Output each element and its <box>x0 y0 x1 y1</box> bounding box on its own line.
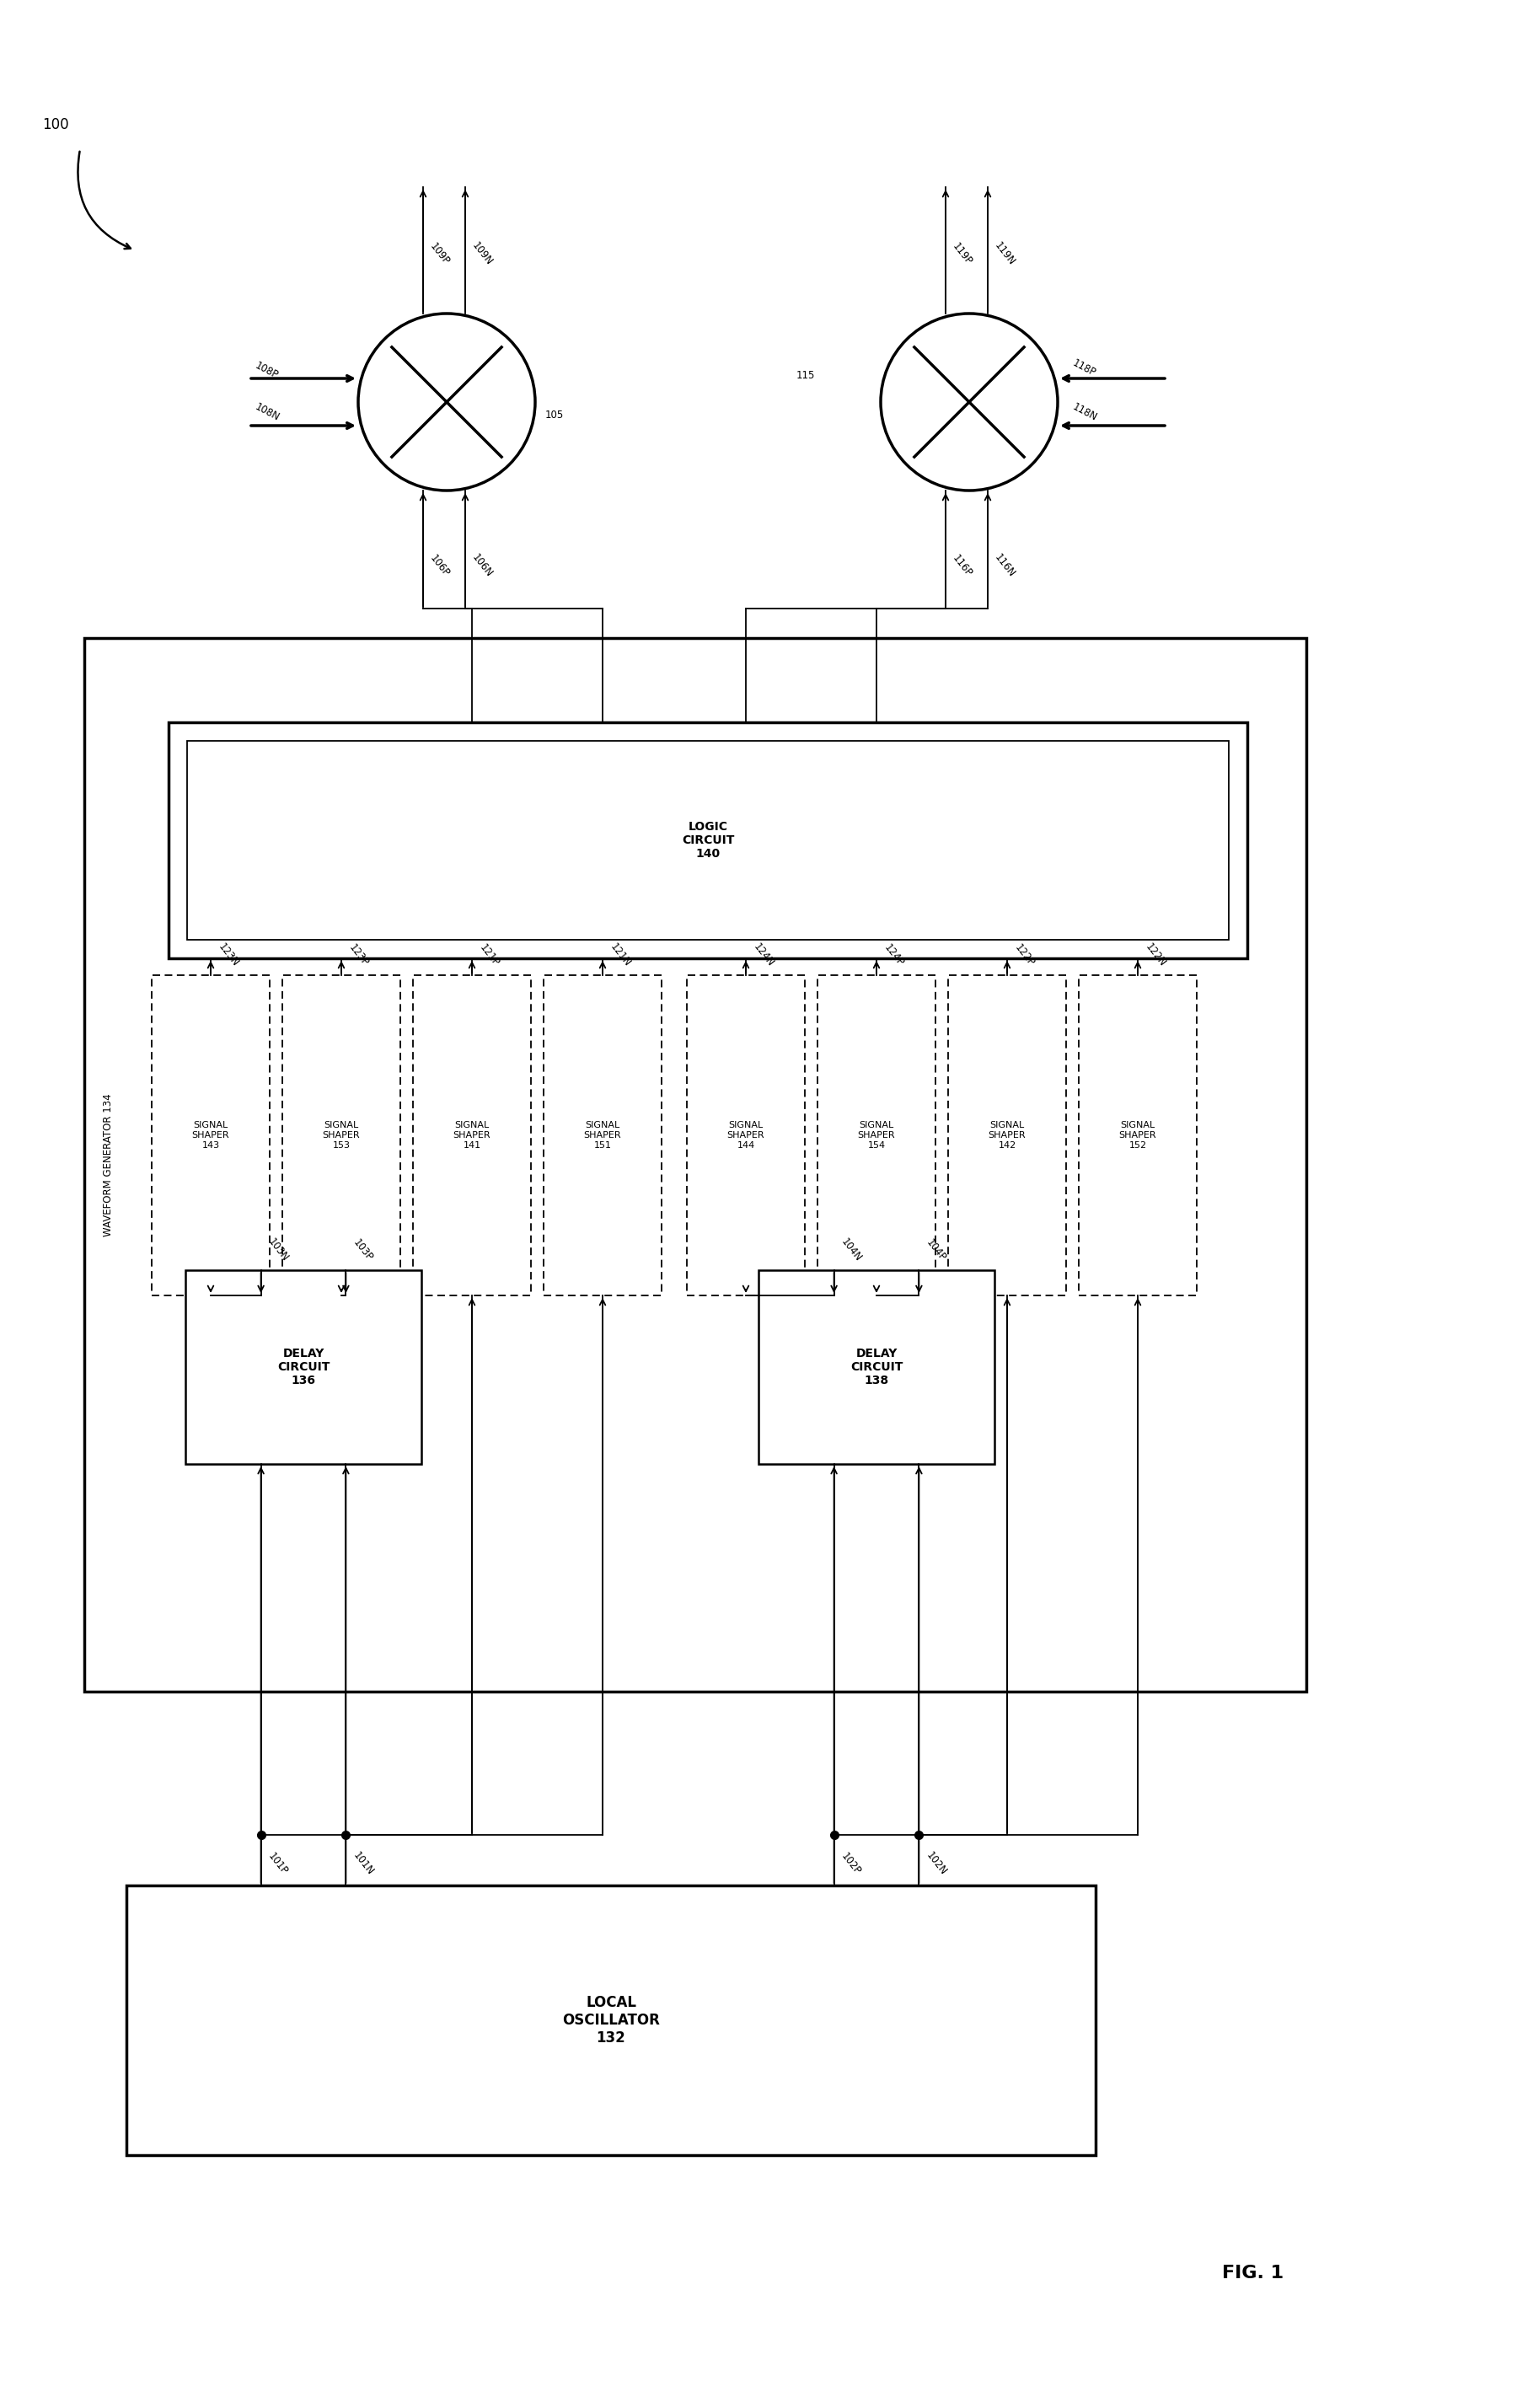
Text: LOCAL
OSCILLATOR
132: LOCAL OSCILLATOR 132 <box>563 1996 659 2044</box>
Text: 116P: 116P <box>950 554 973 578</box>
Bar <box>817 975 935 1296</box>
Bar <box>412 975 530 1296</box>
Text: 104N: 104N <box>839 1235 865 1264</box>
Bar <box>759 1269 995 1464</box>
Text: SIGNAL
SHAPER
142: SIGNAL SHAPER 142 <box>989 1122 1026 1149</box>
Bar <box>282 975 400 1296</box>
Text: 121N: 121N <box>607 942 633 968</box>
Text: 124N: 124N <box>751 942 776 968</box>
Text: 103N: 103N <box>267 1235 291 1264</box>
Bar <box>84 638 1306 1690</box>
Text: LOGIC
CIRCUIT
140: LOGIC CIRCUIT 140 <box>682 821 734 860</box>
Text: 103P: 103P <box>351 1238 374 1264</box>
Text: SIGNAL
SHAPER
144: SIGNAL SHAPER 144 <box>727 1122 765 1149</box>
Text: 105: 105 <box>546 409 564 419</box>
Text: 101P: 101P <box>267 1852 290 1876</box>
Text: WAVEFORM GENERATOR 134: WAVEFORM GENERATOR 134 <box>103 1093 113 1235</box>
Text: SIGNAL
SHAPER
154: SIGNAL SHAPER 154 <box>857 1122 895 1149</box>
Bar <box>169 722 1248 958</box>
Circle shape <box>359 313 535 491</box>
Text: 106N: 106N <box>469 551 494 578</box>
Text: DELAY
CIRCUIT
136: DELAY CIRCUIT 136 <box>277 1348 330 1387</box>
Text: SIGNAL
SHAPER
141: SIGNAL SHAPER 141 <box>454 1122 491 1149</box>
Bar <box>687 975 805 1296</box>
Text: 108N: 108N <box>253 402 281 424</box>
Text: 102P: 102P <box>839 1852 863 1876</box>
Circle shape <box>880 313 1058 491</box>
Bar <box>544 975 662 1296</box>
Text: SIGNAL
SHAPER
143: SIGNAL SHAPER 143 <box>192 1122 230 1149</box>
Text: SIGNAL
SHAPER
151: SIGNAL SHAPER 151 <box>584 1122 621 1149</box>
Text: 118N: 118N <box>1070 402 1099 424</box>
Text: 109P: 109P <box>428 241 451 267</box>
Text: 100: 100 <box>41 118 69 132</box>
Text: FIG. 1: FIG. 1 <box>1222 2264 1283 2280</box>
Bar <box>1079 975 1197 1296</box>
Bar <box>185 1269 422 1464</box>
Text: 104P: 104P <box>924 1238 947 1264</box>
Text: SIGNAL
SHAPER
152: SIGNAL SHAPER 152 <box>1119 1122 1156 1149</box>
Text: 124P: 124P <box>881 942 906 968</box>
Text: 118P: 118P <box>1070 356 1098 378</box>
Text: 119N: 119N <box>992 241 1016 267</box>
Text: 108P: 108P <box>253 359 279 380</box>
Text: 123N: 123N <box>216 942 241 968</box>
FancyArrowPatch shape <box>78 152 130 248</box>
Text: 119P: 119P <box>950 241 973 267</box>
Text: 102N: 102N <box>924 1849 949 1876</box>
Text: 116N: 116N <box>992 551 1016 578</box>
Text: 109N: 109N <box>469 241 494 267</box>
Text: 121P: 121P <box>477 942 501 968</box>
Bar <box>187 742 1229 939</box>
Text: 106P: 106P <box>428 554 451 578</box>
Text: 122P: 122P <box>1012 942 1036 968</box>
Bar <box>126 1885 1096 2155</box>
Text: 122N: 122N <box>1142 942 1168 968</box>
Text: 123P: 123P <box>346 942 371 968</box>
Bar <box>947 975 1065 1296</box>
Text: 115: 115 <box>797 371 816 380</box>
Text: DELAY
CIRCUIT
138: DELAY CIRCUIT 138 <box>851 1348 903 1387</box>
Text: 101N: 101N <box>351 1849 376 1876</box>
Bar <box>152 975 270 1296</box>
Text: SIGNAL
SHAPER
153: SIGNAL SHAPER 153 <box>322 1122 360 1149</box>
